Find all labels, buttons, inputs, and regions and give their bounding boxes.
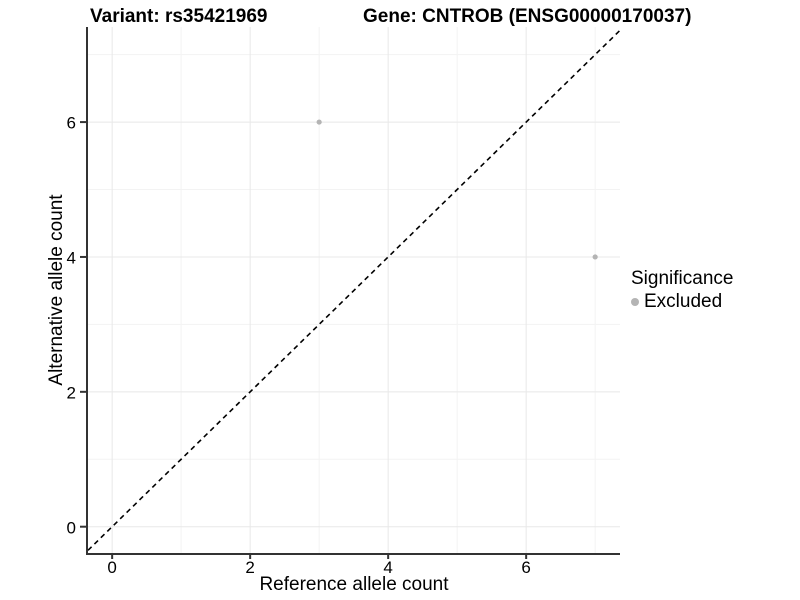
legend-title: Significance xyxy=(631,268,734,289)
excluded-point-icon xyxy=(631,297,639,306)
data-point xyxy=(316,119,322,125)
y-tick-label: 0 xyxy=(66,518,76,538)
legend-item-excluded: Excluded xyxy=(631,291,733,313)
plot-panel xyxy=(80,27,621,559)
y-tick-label: 6 xyxy=(66,113,76,133)
legend: Significance Excluded xyxy=(631,268,733,313)
gene-title: Gene: CNTROB (ENSG00000170037) xyxy=(363,6,692,27)
y-axis-title: Alternative allele count xyxy=(46,194,67,386)
y-tick-label: 2 xyxy=(66,383,76,403)
legend-item-label: Excluded xyxy=(644,290,723,312)
y-tick-label: 4 xyxy=(66,248,76,268)
x-axis-title: Reference allele count xyxy=(259,574,449,595)
x-tick-label: 6 xyxy=(521,558,531,577)
x-tick-label: 0 xyxy=(107,558,117,577)
identity-dashed-line xyxy=(87,29,621,551)
data-point xyxy=(592,254,598,260)
x-tick-label: 4 xyxy=(383,558,393,577)
x-tick-label: 2 xyxy=(245,558,255,577)
plot-area xyxy=(80,27,621,559)
variant-title: Variant: rs35421969 xyxy=(90,6,268,27)
